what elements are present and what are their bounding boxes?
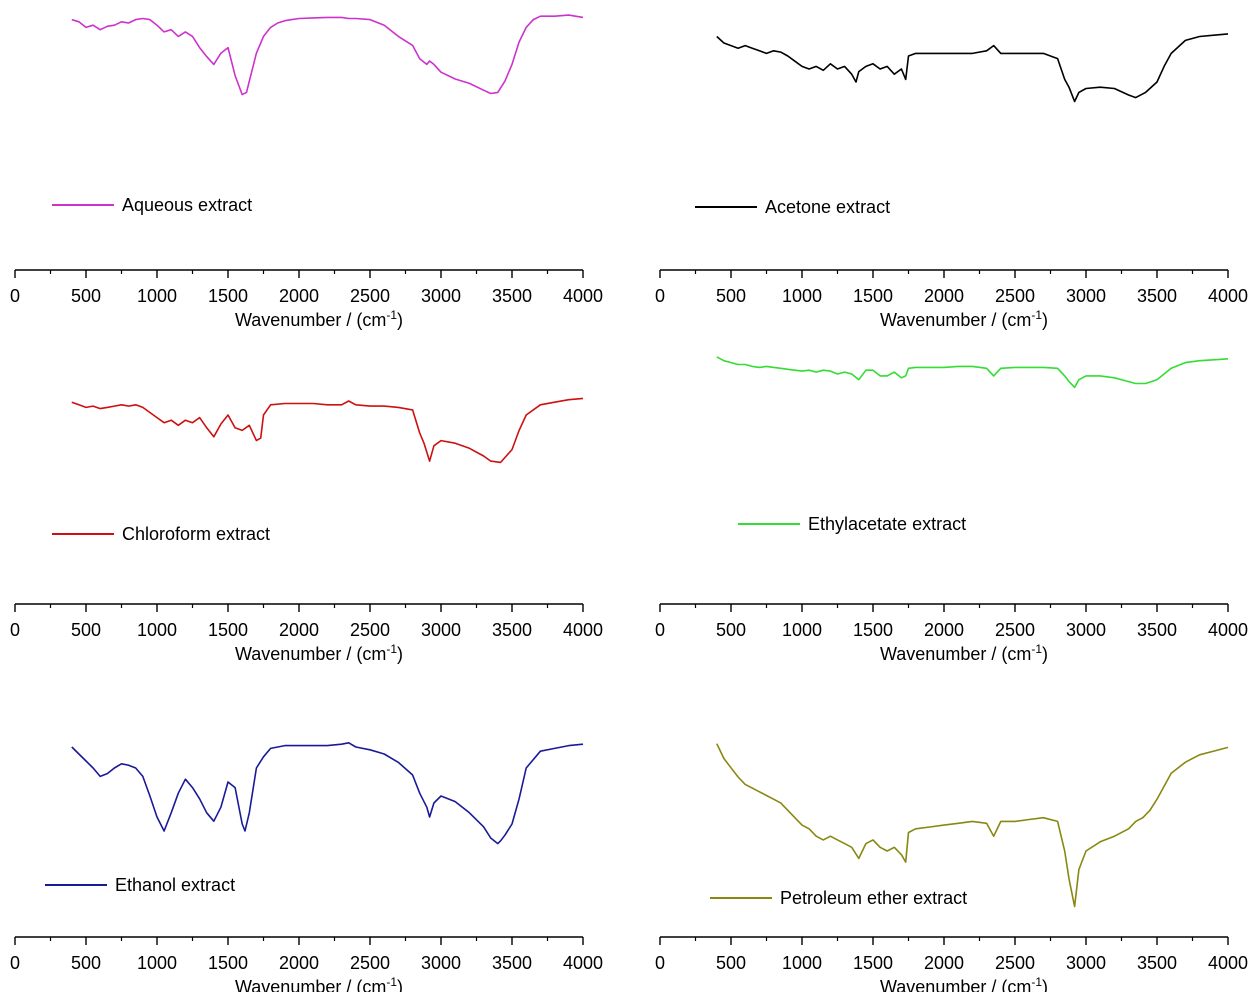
x-tick-label: 500 (71, 953, 101, 973)
x-tick-label: 2000 (924, 953, 964, 973)
series-line-ethanol-extract (71, 742, 584, 845)
x-tick-label: 4000 (563, 286, 603, 306)
x-tick-label: 3500 (1137, 953, 1177, 973)
x-tick-label: 1000 (137, 286, 177, 306)
x-tick-label: 3500 (492, 286, 532, 306)
x-tick-label: 0 (10, 620, 20, 640)
legend-label: Aqueous extract (122, 195, 252, 215)
x-axis-label: Wavenumber / (cm-1) (880, 975, 1048, 992)
legend: Chloroform extract (52, 524, 270, 544)
x-tick-label: 0 (10, 286, 20, 306)
x-tick-label: 1500 (208, 620, 248, 640)
x-tick-label: 500 (716, 953, 746, 973)
x-tick-label: 1000 (137, 620, 177, 640)
x-tick-label: 0 (655, 953, 665, 973)
x-tick-label: 4000 (563, 953, 603, 973)
series-line-petroleum-ether-extract (716, 743, 1229, 908)
x-tick-label: 1500 (208, 286, 248, 306)
panel-ethylacetate-extract: 0 500 1000 1500 2000 2500 3000 3500 4000 Wavenumb… (655, 356, 1248, 664)
x-tick-label: 2500 (995, 953, 1035, 973)
x-tick-label: 3000 (421, 620, 461, 640)
x-tick-label: 4000 (1208, 286, 1248, 306)
x-tick-label: 2500 (350, 286, 390, 306)
x-tick-label: 3500 (492, 620, 532, 640)
x-tick-label: 0 (655, 286, 665, 306)
series-line-chloroform-extract (71, 397, 584, 464)
legend: Aqueous extract (52, 195, 252, 215)
legend: Petroleum ether extract (710, 888, 967, 908)
legend: Ethylacetate extract (738, 514, 966, 534)
legend-label: Petroleum ether extract (780, 888, 967, 908)
x-tick-label: 500 (71, 620, 101, 640)
panel-aqueous-extract: 0 500 1000 1500 2000 2500 3000 3500 4000 Wavenumb… (10, 14, 603, 330)
x-tick-label: 3000 (1066, 286, 1106, 306)
x-tick-label: 0 (10, 953, 20, 973)
x-axis-label: Wavenumber / (cm-1) (235, 975, 403, 992)
panel-ethanol-extract: 0 500 1000 1500 2000 2500 3000 3500 4000 Wavenumb… (10, 742, 603, 992)
series-line-acetone-extract (716, 33, 1229, 103)
legend: Ethanol extract (45, 875, 235, 895)
x-tick-label: 4000 (1208, 620, 1248, 640)
x-tick-label: 1500 (853, 953, 893, 973)
x-tick-label: 1000 (782, 286, 822, 306)
x-tick-label: 4000 (1208, 953, 1248, 973)
x-tick-label: 1000 (137, 953, 177, 973)
x-tick-label: 500 (71, 286, 101, 306)
x-tick-label: 500 (716, 620, 746, 640)
legend-label: Chloroform extract (122, 524, 270, 544)
x-tick-label: 1500 (853, 286, 893, 306)
x-tick-label: 1000 (782, 620, 822, 640)
legend-label: Ethanol extract (115, 875, 235, 895)
x-axis-label: Wavenumber / (cm-1) (235, 308, 403, 330)
x-tick-label: 3500 (492, 953, 532, 973)
x-tick-label: 3500 (1137, 620, 1177, 640)
x-tick-label: 2000 (924, 620, 964, 640)
x-tick-label: 2000 (279, 953, 319, 973)
series-line-aqueous-extract (71, 14, 584, 96)
x-axis-label: Wavenumber / (cm-1) (880, 308, 1048, 330)
panel-acetone-extract: 0 500 1000 1500 2000 2500 3000 3500 4000 Wavenumb… (655, 33, 1248, 330)
x-tick-label: 3000 (1066, 953, 1106, 973)
legend-label: Ethylacetate extract (808, 514, 966, 534)
x-tick-label: 2500 (350, 953, 390, 973)
x-tick-label: 3000 (421, 953, 461, 973)
series-line-ethylacetate-extract (716, 356, 1229, 389)
x-tick-label: 3000 (421, 286, 461, 306)
x-axis-label: Wavenumber / (cm-1) (880, 642, 1048, 664)
x-tick-label: 2000 (279, 286, 319, 306)
x-tick-label: 3500 (1137, 286, 1177, 306)
x-tick-label: 1000 (782, 953, 822, 973)
x-tick-label: 500 (716, 286, 746, 306)
x-axis-label: Wavenumber / (cm-1) (235, 642, 403, 664)
x-tick-label: 2500 (995, 620, 1035, 640)
x-tick-label: 2500 (995, 286, 1035, 306)
x-tick-label: 1500 (853, 620, 893, 640)
x-tick-label: 2000 (924, 286, 964, 306)
x-tick-label: 2500 (350, 620, 390, 640)
x-tick-label: 0 (655, 620, 665, 640)
x-tick-label: 2000 (279, 620, 319, 640)
x-tick-label: 1500 (208, 953, 248, 973)
legend-label: Acetone extract (765, 197, 890, 217)
panel-petroleum-ether-extract: 0 500 1000 1500 2000 2500 3000 3500 4000 Wavenumb… (655, 743, 1248, 992)
x-tick-label: 4000 (563, 620, 603, 640)
legend: Acetone extract (695, 197, 890, 217)
panel-chloroform-extract: 0 500 1000 1500 2000 2500 3000 3500 4000 Wavenumb… (10, 397, 603, 664)
x-tick-label: 3000 (1066, 620, 1106, 640)
